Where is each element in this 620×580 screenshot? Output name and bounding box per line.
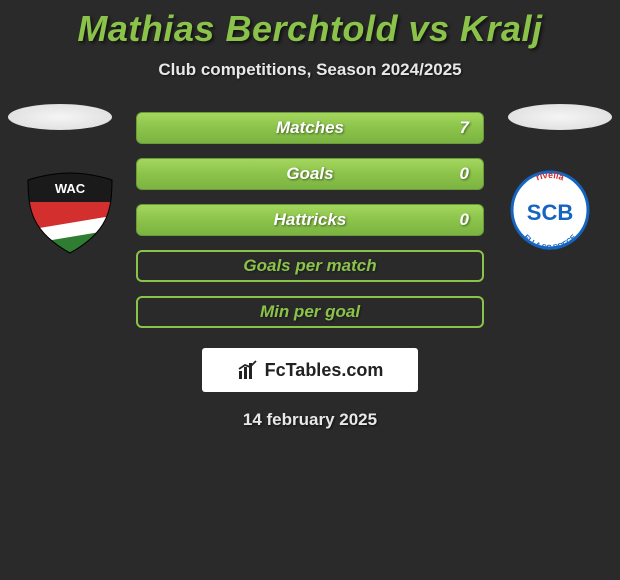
club-badge-right: rivella SCB ELLA SC BREGE [500,170,600,256]
stat-row-goals: Goals 0 [136,158,484,190]
stat-row-min-per-goal: Min per goal [136,296,484,328]
stat-label: Goals [286,164,333,184]
stat-label: Hattricks [274,210,347,230]
stat-row-hattricks: Hattricks 0 [136,204,484,236]
stat-label: Matches [276,118,344,138]
stat-value: 0 [460,164,469,184]
comparison-card: Mathias Berchtold vs Kralj Club competit… [0,0,620,430]
svg-text:WAC: WAC [55,181,86,196]
stat-row-goals-per-match: Goals per match [136,250,484,282]
date-text: 14 february 2025 [0,410,620,430]
main-area: WAC rivella SCB ELLA SC BREGE Matches 7 … [0,112,620,430]
branding-badge: FcTables.com [202,348,418,392]
branding-text: FcTables.com [265,360,384,381]
chart-icon [237,359,259,381]
stat-label: Goals per match [243,256,376,276]
stat-value: 0 [460,210,469,230]
player-ellipse-left [8,104,112,130]
stat-rows: Matches 7 Goals 0 Hattricks 0 Goals per … [136,112,484,328]
svg-text:SCB: SCB [527,200,573,225]
player-ellipse-right [508,104,612,130]
page-title: Mathias Berchtold vs Kralj [77,8,542,50]
stat-row-matches: Matches 7 [136,112,484,144]
subtitle: Club competitions, Season 2024/2025 [158,60,461,80]
stat-value: 7 [460,118,469,138]
club-badge-left: WAC [20,170,120,256]
stat-label: Min per goal [260,302,360,322]
